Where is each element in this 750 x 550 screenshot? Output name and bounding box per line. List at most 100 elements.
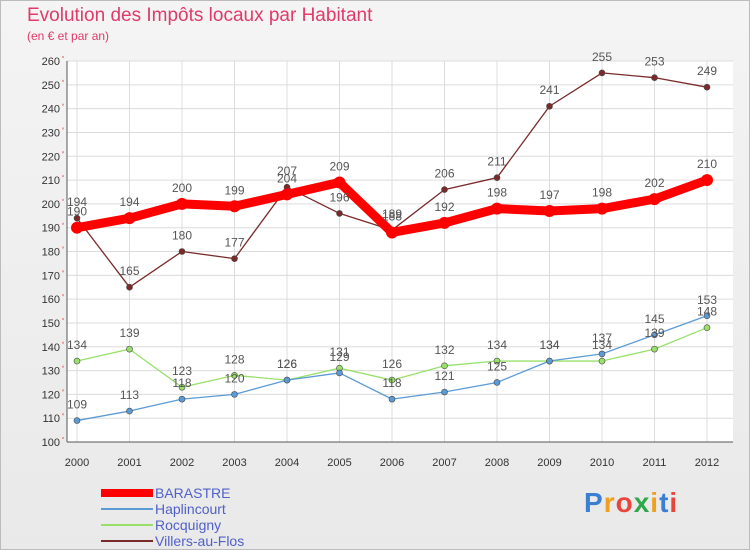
data-point-villers-au-flos [546,102,553,110]
y-tick-label: 250 [42,80,60,92]
data-point-villers-au-flos [73,214,81,222]
data-label-barastre: 198 [592,186,612,200]
data-label-rocquigny: 132 [434,343,454,357]
x-tick-label: 2010 [590,457,614,469]
data-label-villers-au-flos: 194 [67,195,87,209]
data-label-haplincourt: 121 [434,369,454,383]
y-tick-label: 160 [42,294,60,306]
x-tick-label: 2006 [380,457,404,469]
data-point-barastre [491,202,503,215]
data-label-haplincourt: 118 [172,376,191,390]
data-point-haplincourt [598,350,606,358]
legend-swatch [101,489,153,497]
y-tick-label: 200 [42,199,60,211]
data-point-barastre [438,216,451,229]
y-tick-label: 110 [42,413,60,425]
x-tick-label: 2009 [537,457,561,469]
data-point-villers-au-flos [493,174,501,181]
legend-swatch [101,524,153,526]
data-label-barastre: 202 [644,176,664,190]
legend-swatch [101,508,153,510]
data-label-villers-au-flos: 255 [592,50,612,64]
data-label-barastre: 197 [539,188,559,202]
data-label-barastre: 194 [119,195,139,209]
y-tick-label: 100 [42,437,60,449]
data-label-rocquigny: 131 [329,345,349,359]
x-tick-label: 2008 [485,457,509,469]
data-point-barastre [596,202,608,215]
data-label-barastre: 209 [329,159,349,173]
x-tick-label: 2004 [275,457,299,469]
y-tick-label: 130 [42,366,60,378]
data-point-haplincourt [546,357,553,365]
data-point-barastre [71,221,83,234]
data-label-barastre: 188 [382,209,402,223]
data-label-haplincourt: 126 [277,357,297,371]
data-label-rocquigny: 126 [277,357,297,371]
data-point-haplincourt [126,407,133,415]
x-tick-label: 2012 [695,457,719,469]
legend-label: BARASTRE [155,485,231,501]
data-label-haplincourt: 134 [539,338,559,352]
data-label-haplincourt: 145 [644,312,664,326]
data-label-rocquigny: 134 [592,338,612,352]
y-tick-label: 170 [42,270,60,282]
data-label-rocquigny: 134 [487,338,507,352]
y-tick-label: 210 [42,175,60,187]
y-tick-label: 220 [42,151,60,163]
data-label-villers-au-flos: 249 [697,64,717,78]
legend-label: Haplincourt [155,501,226,517]
legend-label: Rocquigny [155,517,222,533]
data-label-haplincourt: 113 [120,388,139,402]
data-label-rocquigny: 123 [172,364,192,378]
data-label-villers-au-flos: 241 [539,83,559,97]
data-label-haplincourt: 137 [592,331,612,345]
legend-label: Villers-au-Flos [155,533,245,549]
data-point-barastre [543,205,556,218]
data-label-haplincourt: 125 [487,359,507,373]
data-label-villers-au-flos: 206 [434,167,454,181]
y-tick-label: 230 [42,127,60,139]
data-point-rocquigny [598,357,606,365]
data-point-haplincourt [178,395,186,403]
data-label-rocquigny: 126 [382,357,402,371]
x-tick-label: 2005 [327,457,351,469]
chart-subtitle: (en € et par an) [27,29,110,43]
data-point-rocquigny [73,357,81,365]
data-label-barastre: 199 [224,183,244,197]
x-tick-label: 2000 [65,457,89,469]
logo-letter: i [669,487,679,518]
data-point-barastre [648,193,661,206]
data-label-villers-au-flos: 165 [119,264,139,278]
x-tick-label: 2007 [432,457,456,469]
data-label-barastre: 192 [434,200,454,214]
data-label-barastre: 190 [67,205,87,219]
data-label-villers-au-flos: 189 [382,207,402,221]
data-point-villers-au-flos [126,283,133,291]
data-point-haplincourt [703,312,711,320]
logo-letter: t [659,487,670,518]
y-tick-label: 190 [42,223,60,235]
data-point-barastre [176,197,188,210]
x-tick-label: 2011 [643,457,667,469]
data-point-barastre [281,188,293,201]
y-tick-label: 150 [42,318,60,330]
data-label-rocquigny: 134 [67,338,87,352]
data-label-haplincourt: 129 [329,350,349,364]
data-point-haplincourt [651,331,658,339]
data-label-villers-au-flos: 177 [224,236,244,250]
data-point-rocquigny [651,345,658,353]
chart-title: Evolution des Impôts locaux par Habitant [27,5,373,26]
data-point-rocquigny [178,383,186,391]
data-point-haplincourt [493,379,501,386]
logo-letter: x [633,487,651,518]
data-label-barastre: 200 [172,181,192,195]
data-label-barastre: 210 [697,157,717,171]
data-point-rocquigny [493,357,501,365]
data-point-rocquigny [231,372,238,379]
y-tick-label: 180 [42,247,60,259]
data-point-haplincourt [231,391,238,398]
logo-letter: i [650,487,660,518]
data-point-barastre [386,226,398,239]
